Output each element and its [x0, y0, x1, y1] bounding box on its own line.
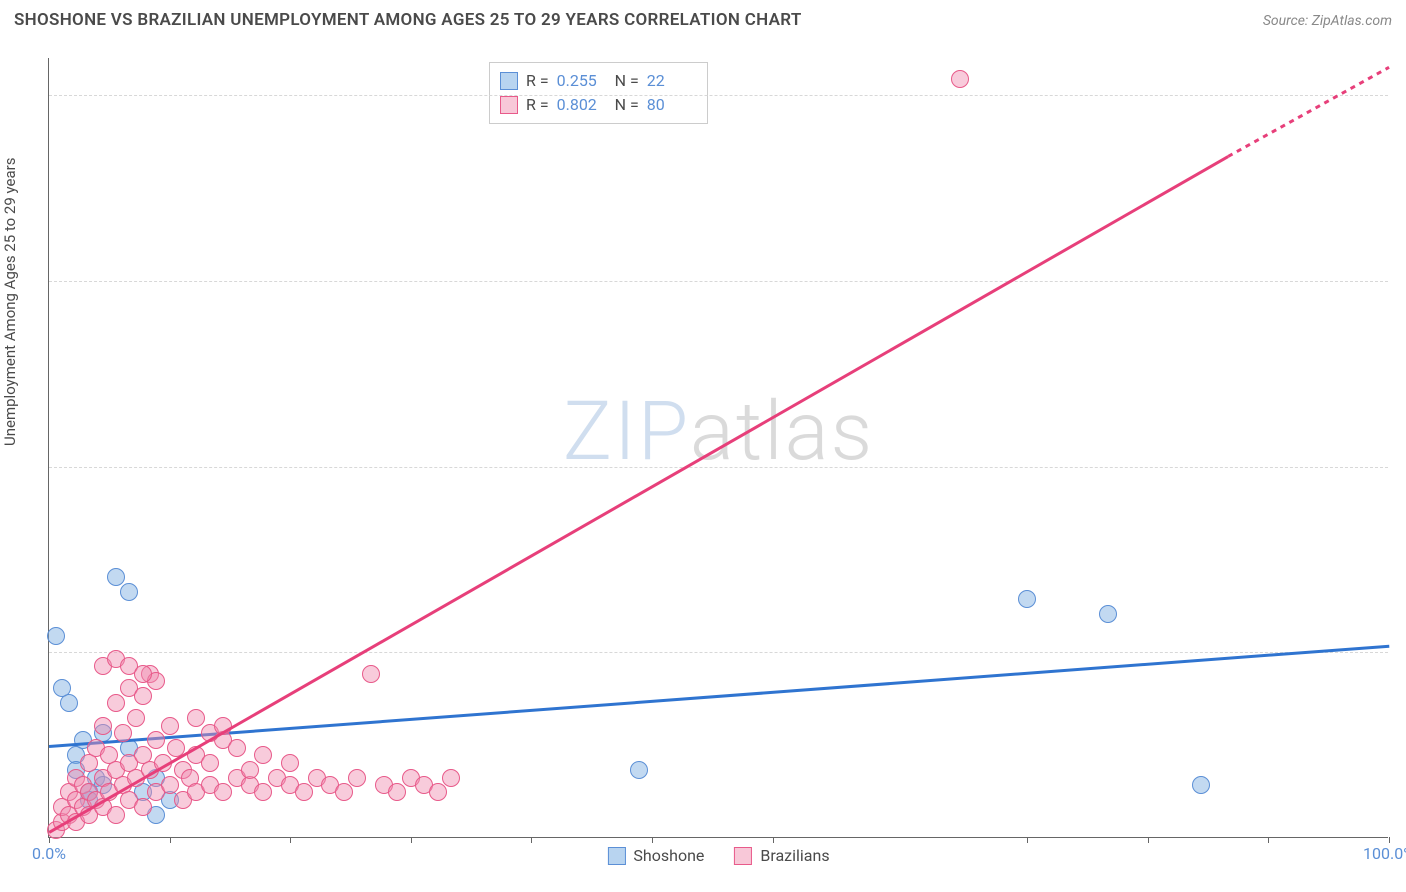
data-point: [107, 806, 125, 824]
watermark: ZIPatlas: [563, 384, 874, 480]
y-axis-label: Unemployment Among Ages 25 to 29 years: [1, 158, 19, 446]
data-point: [442, 769, 460, 787]
x-tick: [773, 837, 774, 843]
source-attribution: Source: ZipAtlas.com: [1263, 13, 1392, 29]
x-tick-label: 100.0%: [1363, 844, 1406, 863]
x-tick: [531, 837, 532, 843]
data-point: [335, 783, 353, 801]
data-point: [429, 783, 447, 801]
data-point: [60, 694, 78, 712]
r-label: R =: [526, 69, 549, 93]
data-point: [120, 583, 138, 601]
data-point: [254, 746, 272, 764]
data-point: [47, 627, 65, 645]
correlation-row-brazilians: R = 0.802 N = 80: [500, 93, 697, 117]
gridline: [49, 281, 1388, 282]
legend-item-brazilians: Brazilians: [734, 846, 829, 865]
legend-label-brazilians: Brazilians: [760, 846, 829, 865]
n-value-brazilians: 80: [647, 93, 697, 117]
legend-swatch-brazilians: [734, 847, 752, 865]
data-point: [161, 776, 179, 794]
x-tick: [411, 837, 412, 843]
legend-label-shoshone: Shoshone: [633, 846, 704, 865]
data-point: [281, 754, 299, 772]
gridline: [49, 95, 1388, 96]
legend-swatch-shoshone: [607, 847, 625, 865]
data-point: [1099, 605, 1117, 623]
x-tick: [49, 837, 50, 843]
data-point: [114, 724, 132, 742]
data-point: [295, 783, 313, 801]
scatter-plot: ZIPatlas R = 0.255 N = 22 R = 0.802 N = …: [48, 58, 1388, 838]
data-point: [201, 754, 219, 772]
data-point: [134, 687, 152, 705]
n-label: N =: [615, 93, 639, 117]
data-point: [348, 769, 366, 787]
x-tick: [1268, 837, 1269, 843]
series-legend: Shoshone Brazilians: [607, 846, 829, 865]
data-point: [107, 568, 125, 586]
data-point: [127, 709, 145, 727]
data-point: [214, 783, 232, 801]
data-point: [94, 717, 112, 735]
data-point: [241, 761, 259, 779]
data-point: [1018, 590, 1036, 608]
data-point: [187, 709, 205, 727]
trend-line-dashed: [1228, 66, 1390, 157]
chart-title: SHOSHONE VS BRAZILIAN UNEMPLOYMENT AMONG…: [14, 10, 802, 30]
data-point: [228, 739, 246, 757]
x-tick: [1148, 837, 1149, 843]
data-point: [107, 694, 125, 712]
r-value-shoshone: 0.255: [557, 69, 607, 93]
data-point: [134, 665, 152, 683]
watermark-part2: atlas: [690, 384, 874, 480]
x-tick: [290, 837, 291, 843]
data-point: [147, 731, 165, 749]
watermark-part1: ZIP: [563, 384, 690, 480]
x-tick: [1027, 837, 1028, 843]
data-point: [388, 783, 406, 801]
gridline: [49, 652, 1388, 653]
data-point: [951, 70, 969, 88]
trend-line: [49, 645, 1389, 748]
data-point: [134, 798, 152, 816]
data-point: [161, 717, 179, 735]
x-tick-label: 0.0%: [32, 844, 66, 863]
gridline: [49, 467, 1388, 468]
r-value-brazilians: 0.802: [557, 93, 607, 117]
n-label: N =: [615, 69, 639, 93]
data-point: [1192, 776, 1210, 794]
data-point: [630, 761, 648, 779]
data-point: [362, 665, 380, 683]
correlation-legend: R = 0.255 N = 22 R = 0.802 N = 80: [489, 62, 708, 124]
x-tick: [170, 837, 171, 843]
swatch-shoshone: [500, 72, 518, 90]
x-tick: [1389, 837, 1390, 843]
data-point: [254, 783, 272, 801]
trend-line: [48, 155, 1228, 833]
correlation-row-shoshone: R = 0.255 N = 22: [500, 69, 697, 93]
n-value-shoshone: 22: [647, 69, 697, 93]
r-label: R =: [526, 93, 549, 117]
legend-item-shoshone: Shoshone: [607, 846, 704, 865]
swatch-brazilians: [500, 96, 518, 114]
x-tick: [652, 837, 653, 843]
